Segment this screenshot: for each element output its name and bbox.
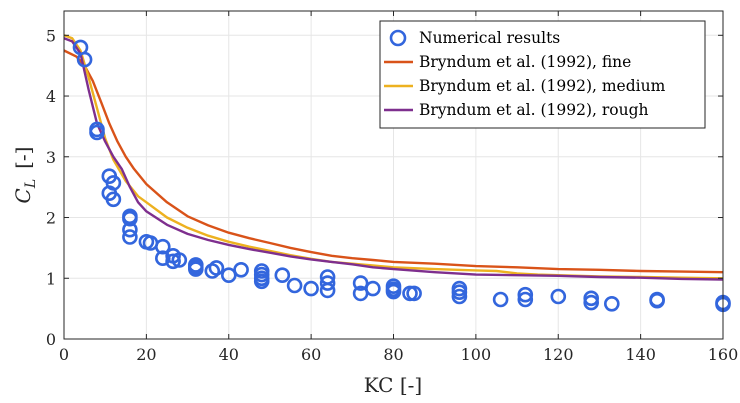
data-point [208,260,225,276]
data-point [365,280,381,297]
y-axis-label-suffix: [-] [11,147,35,169]
data-point [603,295,620,312]
series-line-rough [63,37,724,281]
data-point [303,280,319,297]
data-point [583,294,600,311]
y-tick-label: 1 [46,269,56,288]
x-tick-label: 80 [383,345,403,364]
legend-label-medium: Bryndum et al. (1992), medium [419,77,666,95]
data-point [550,288,567,305]
data-point [221,267,237,284]
legend-marker-numerical [389,29,407,47]
plot-area [63,34,731,313]
data-point [385,283,402,300]
data-point [171,252,188,268]
x-tick-label: 60 [301,345,321,364]
data-point [89,124,105,141]
legend-label-numerical: Numerical results [419,29,560,47]
data-point [319,275,336,291]
data-point [286,277,303,294]
data-point [105,191,122,208]
data-point [492,291,509,308]
data-point [649,292,665,309]
data-point [188,261,204,277]
x-tick-label: 20 [136,345,156,364]
x-tick-label: 0 [59,345,69,364]
y-tick-label: 2 [46,209,56,228]
legend-label-fine: Bryndum et al. (1992), fine [419,53,631,71]
data-point [517,291,534,308]
data-point [76,51,93,68]
x-tick-label: 160 [708,345,739,364]
y-axis-label-main: C [11,188,35,203]
data-point [451,288,468,305]
y-tick-label: 5 [46,26,56,45]
tick-labels: 0 20 40 60 80 100 120 140 160 0 1 2 3 4 5 [46,26,738,364]
data-point [122,210,138,227]
data-point [352,275,369,291]
data-point [155,238,171,255]
x-tick-label: 100 [461,345,492,364]
legend-label-rough: Bryndum et al. (1992), rough [419,101,648,119]
plot-frame [63,10,724,340]
data-point [517,286,534,303]
x-tick-label: 140 [625,345,656,364]
data-point [122,229,138,245]
data-point [406,285,422,302]
legend: Numerical results Bryndum et al. (1992),… [379,20,706,129]
data-point [155,250,171,267]
data-point [253,273,270,290]
data-point [233,261,249,278]
legend-box [379,20,706,129]
svg-text:CL[-]: CL [-] [11,147,39,204]
data-point [319,282,336,299]
y-tick-label: 0 [46,330,56,349]
series-line-fine [63,49,724,274]
data-point [122,221,138,238]
x-axis-label: KC [-] [364,373,422,397]
y-axis-label-subscript: L [23,179,39,189]
axes [63,10,724,340]
y-tick-label: 3 [46,148,56,167]
data-point [274,267,291,284]
y-tick-label: 4 [46,87,56,106]
x-tick-label: 120 [543,345,574,364]
x-tick-label: 40 [219,345,239,364]
data-point [165,253,181,270]
y-axis-label: CL [-] [11,147,39,204]
